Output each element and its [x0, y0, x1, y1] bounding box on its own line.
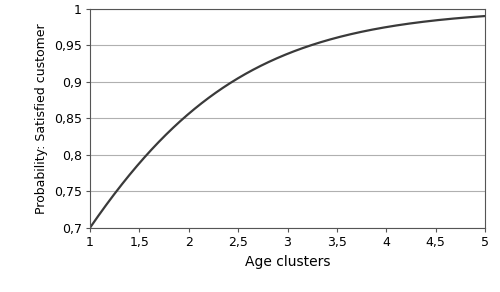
- X-axis label: Age clusters: Age clusters: [245, 255, 330, 269]
- Y-axis label: Probability: Satisfied customer: Probability: Satisfied customer: [35, 23, 48, 213]
